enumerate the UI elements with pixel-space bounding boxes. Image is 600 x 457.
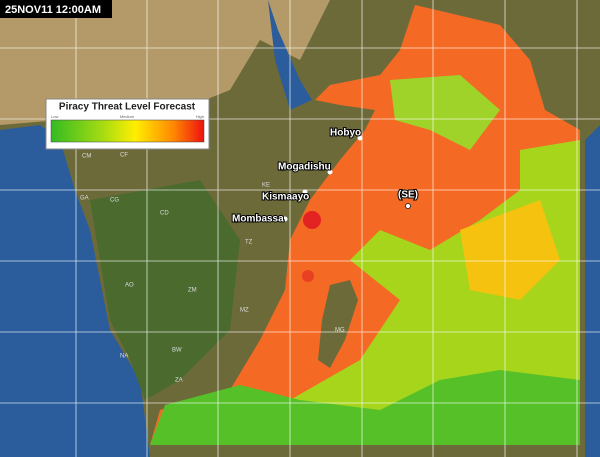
country-code: KE [262,183,270,189]
place-marker [327,169,333,175]
country-code: GA [80,196,89,202]
place-label: Mogadishu [278,162,331,173]
country-code: NA [120,354,128,360]
place-label: Hobyo [330,128,361,139]
red-sea [268,0,312,110]
timestamp-box [0,0,112,18]
legend-scale [50,119,205,143]
forest [90,180,240,400]
threat-low [150,370,580,445]
country-code: CD [160,211,169,217]
place-label: Mombassa [232,214,284,225]
place-marker [405,203,411,209]
place-marker [357,135,363,141]
place-label: Kismaayo [262,192,309,203]
legend-label: High [196,114,204,119]
hotspot [302,270,314,282]
country-code: MG [335,328,345,334]
place-label: (SE) [398,190,418,201]
threat-medium [460,200,560,300]
country-code: CF [120,153,128,159]
country-code: AO [125,283,134,289]
country-code: TZ [245,240,253,246]
madagascar [318,280,358,368]
threat-low [390,75,500,150]
place-marker [282,216,288,222]
legend-title: Piracy Threat Level Forecast [59,102,196,113]
legend-label: Medium [120,114,135,119]
desert [0,0,330,125]
country-code: CG [110,198,119,204]
country-code: ZA [175,378,183,384]
country-code: MZ [240,308,249,314]
place-marker [302,189,308,195]
hotspot [303,211,321,229]
country-code: ZM [188,288,197,294]
country-code: CM [82,154,91,160]
legend-label: Low [51,114,58,119]
timestamp: 25NOV11 12:00AM [5,4,101,16]
country-code: BW [172,348,182,354]
